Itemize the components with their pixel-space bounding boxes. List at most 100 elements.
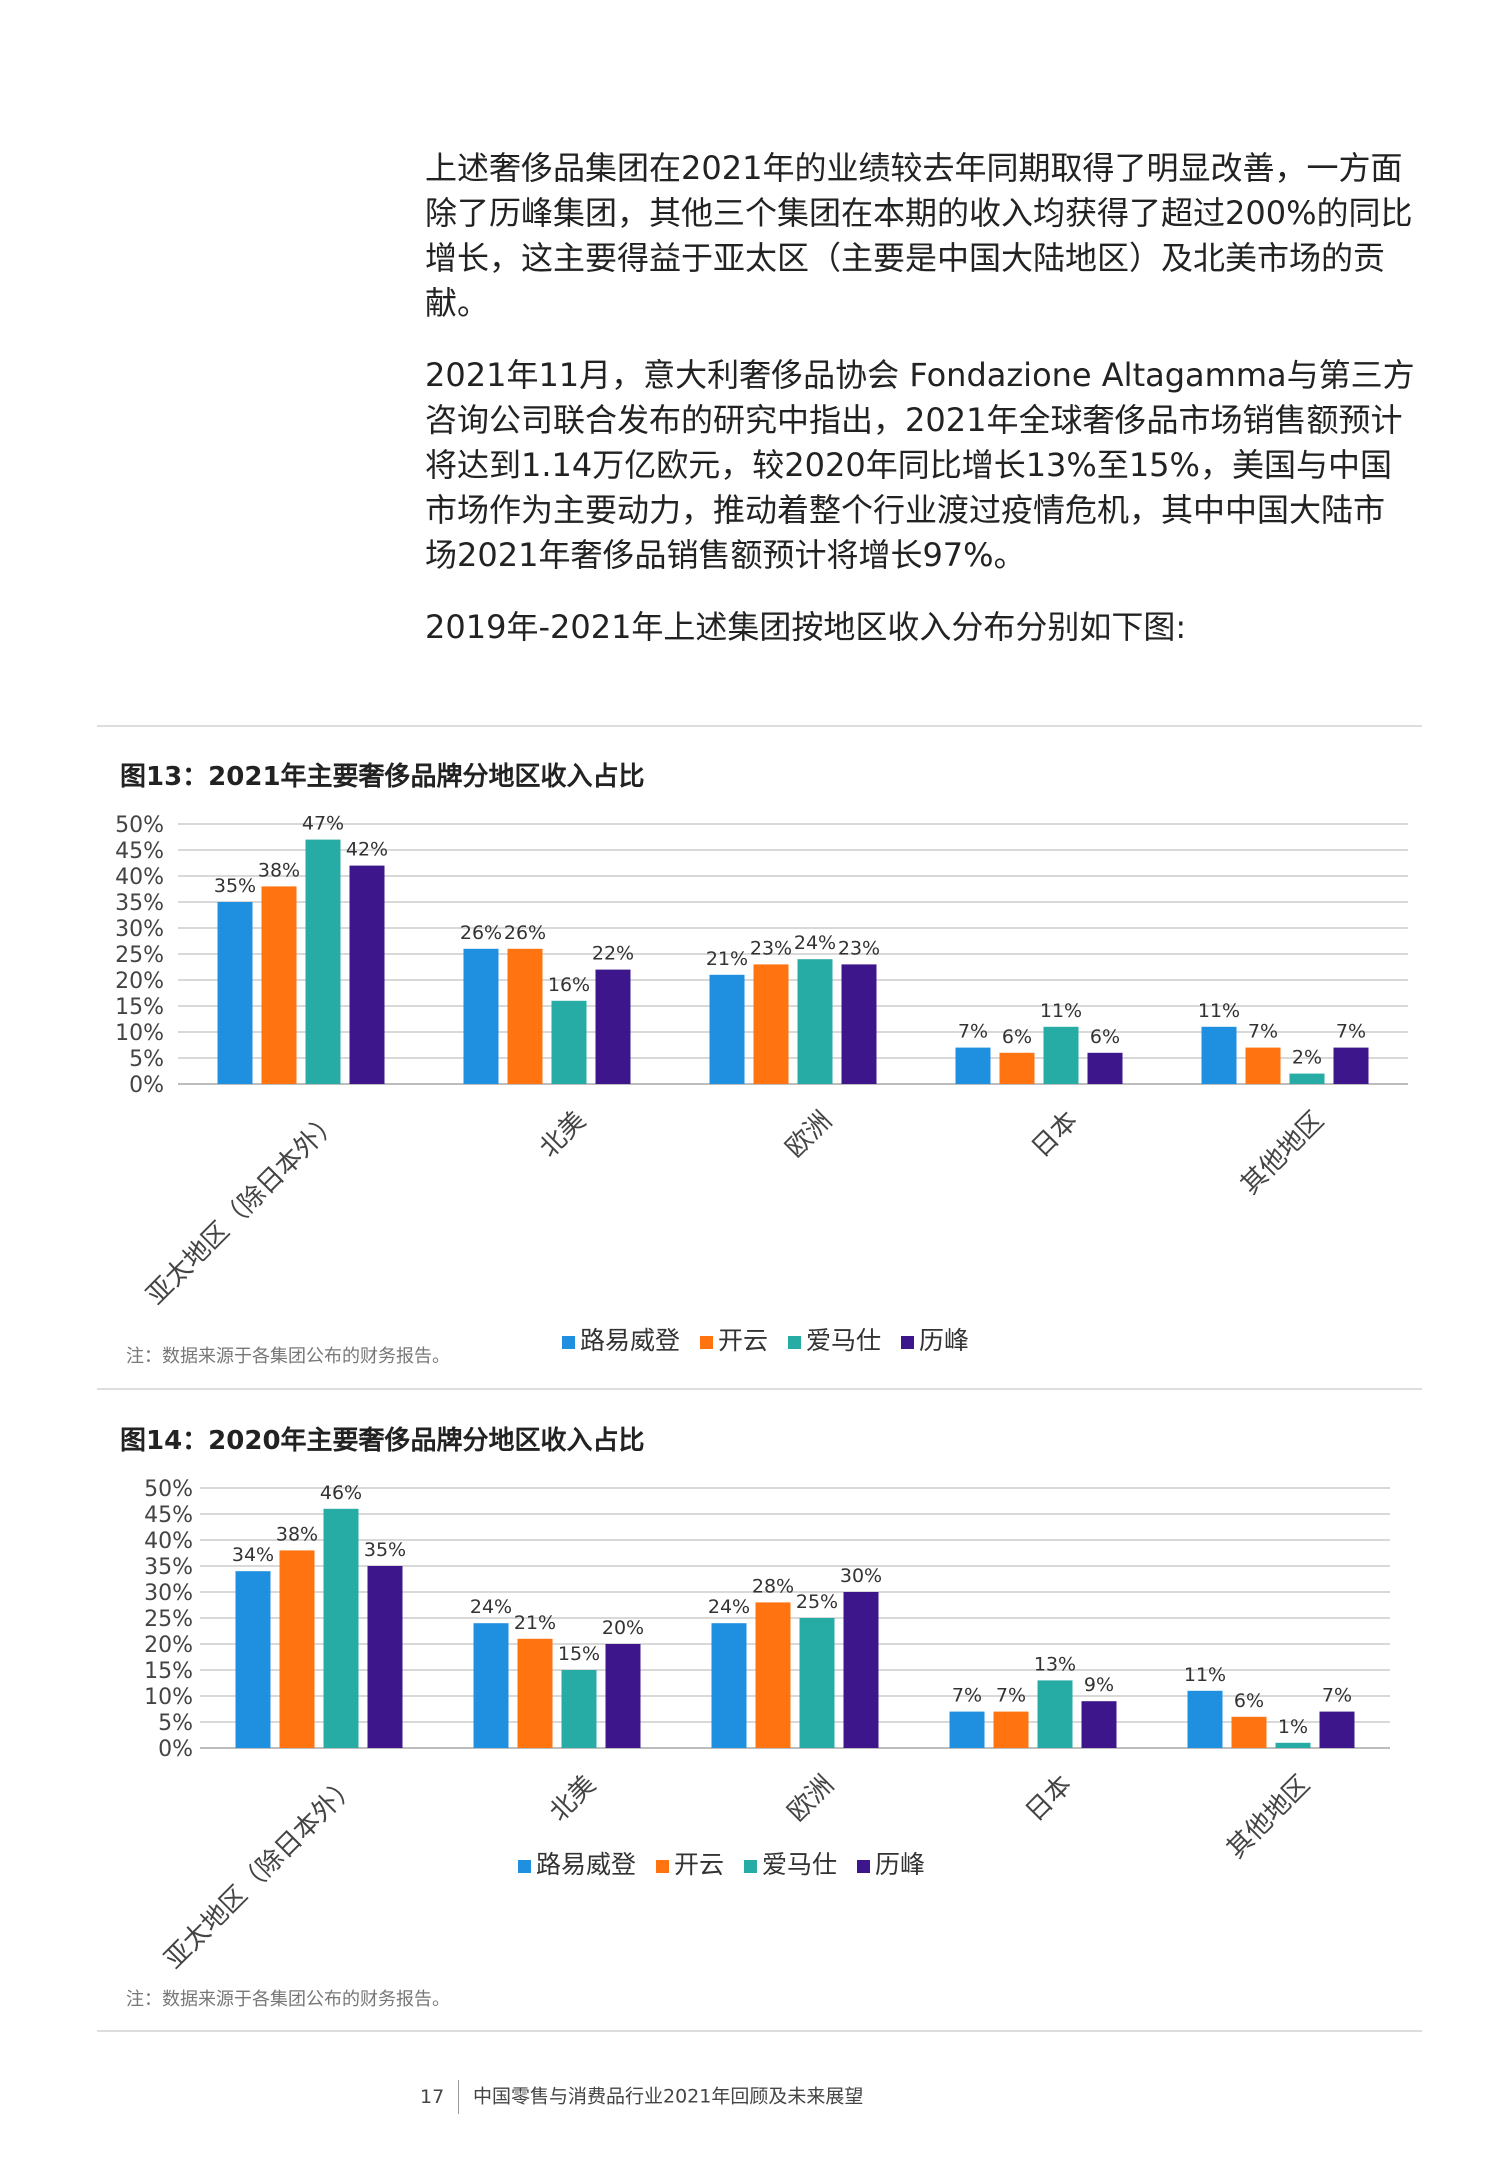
bar (1319, 1711, 1355, 1748)
legend-swatch (744, 1860, 757, 1873)
figure-13-chart: 50%45%40%35%30%25%20%15%10%5%0%35%38%47%… (115, 813, 1408, 1355)
data-label: 11% (1198, 1000, 1240, 1022)
category-label: 北美 (544, 1770, 602, 1828)
legend-swatch (562, 1336, 575, 1349)
bar (279, 1550, 315, 1748)
bar (507, 948, 543, 1084)
legend-label: 路易威登 (580, 1326, 680, 1355)
data-label: 35% (214, 875, 256, 897)
bar (755, 1602, 791, 1748)
y-tick-label: 35% (144, 1555, 193, 1580)
bar (1275, 1742, 1311, 1748)
data-label: 6% (1002, 1026, 1032, 1048)
data-label: 35% (364, 1539, 406, 1561)
bar (561, 1670, 597, 1748)
y-tick-label: 20% (144, 1633, 193, 1658)
y-tick-label: 25% (115, 943, 164, 968)
bar (799, 1618, 835, 1748)
data-label: 2% (1292, 1047, 1322, 1069)
data-label: 7% (996, 1685, 1026, 1707)
data-label: 24% (470, 1596, 512, 1618)
data-label: 38% (276, 1523, 318, 1545)
data-label: 28% (752, 1575, 794, 1597)
data-label: 42% (346, 839, 388, 861)
category-label: 其他地区 (1235, 1106, 1330, 1201)
y-tick-label: 50% (144, 1477, 193, 1502)
bar (1231, 1716, 1267, 1748)
figure-14-title: 图14：2020年主要奢侈品牌分地区收入占比 (120, 1426, 645, 1456)
data-label: 1% (1278, 1716, 1308, 1738)
data-label: 21% (706, 948, 748, 970)
bar (709, 974, 745, 1084)
legend-swatch (857, 1860, 870, 1873)
bar (993, 1711, 1029, 1748)
category-label: 欧洲 (782, 1770, 840, 1828)
divider-bottom (97, 2030, 1422, 2032)
y-tick-label: 35% (115, 891, 164, 916)
page-number: 17 (420, 2085, 445, 2108)
y-tick-label: 15% (115, 995, 164, 1020)
category-label: 其他地区 (1221, 1770, 1316, 1865)
bar (473, 1623, 509, 1748)
bar (841, 964, 877, 1084)
legend-label: 爱马仕 (806, 1326, 881, 1355)
data-label: 9% (1084, 1674, 1114, 1696)
data-label: 34% (232, 1544, 274, 1566)
bar (955, 1047, 991, 1084)
data-label: 7% (952, 1685, 982, 1707)
data-label: 26% (504, 922, 546, 944)
bar (843, 1592, 879, 1748)
data-label: 20% (602, 1617, 644, 1639)
y-tick-label: 50% (115, 813, 164, 838)
footer-separator (458, 2080, 459, 2114)
bar (349, 865, 385, 1084)
bar (949, 1711, 985, 1748)
legend-label: 爱马仕 (762, 1850, 837, 1879)
y-tick-label: 30% (115, 917, 164, 942)
legend-swatch (518, 1860, 531, 1873)
bar (305, 839, 341, 1084)
data-label: 38% (258, 859, 300, 881)
legend-swatch (700, 1336, 713, 1349)
bar (1087, 1052, 1123, 1084)
intro-paragraph-1: 上述奢侈品集团在2021年的业绩较去年同期取得了明显改善，一方面除了历峰集团，其… (425, 149, 1413, 322)
category-label: 日本 (1020, 1770, 1078, 1828)
category-label: 欧洲 (780, 1106, 838, 1164)
data-label: 6% (1090, 1026, 1120, 1048)
y-tick-label: 40% (144, 1529, 193, 1554)
intro-paragraph-2: 2021年11月，意大利奢侈品协会 Fondazione Altagamma与第… (425, 356, 1415, 574)
legend-swatch (901, 1336, 914, 1349)
legend-label: 历峰 (919, 1326, 969, 1355)
y-tick-label: 25% (144, 1607, 193, 1632)
data-label: 11% (1184, 1664, 1226, 1686)
bar (1333, 1047, 1369, 1084)
bar (1245, 1047, 1281, 1084)
figure-13-note: 注：数据来源于各集团公布的财务报告。 (126, 1346, 450, 1367)
figure-14-note: 注：数据来源于各集团公布的财务报告。 (126, 1989, 450, 2010)
data-label: 47% (302, 813, 344, 835)
y-tick-label: 30% (144, 1581, 193, 1606)
bar (711, 1623, 747, 1748)
data-label: 23% (750, 937, 792, 959)
legend-label: 开云 (718, 1326, 768, 1355)
data-label: 13% (1034, 1653, 1076, 1675)
legend-swatch (788, 1336, 801, 1349)
page-footer: 17 中国零售与消费品行业2021年回顾及未来展望 (420, 2080, 863, 2114)
bar (323, 1508, 359, 1748)
legend-label: 开云 (674, 1850, 724, 1879)
data-label: 25% (796, 1591, 838, 1613)
data-label: 22% (592, 943, 634, 965)
y-tick-label: 10% (144, 1685, 193, 1710)
bar (1081, 1701, 1117, 1748)
intro-text: 上述奢侈品集团在2021年的业绩较去年同期取得了明显改善，一方面除了历峰集团，其… (425, 146, 1415, 677)
bar (1201, 1026, 1237, 1084)
y-tick-label: 10% (115, 1021, 164, 1046)
legend-swatch (656, 1860, 669, 1873)
bar (605, 1644, 641, 1748)
bar (595, 969, 631, 1084)
bar (1187, 1690, 1223, 1748)
data-label: 23% (838, 937, 880, 959)
data-label: 24% (708, 1596, 750, 1618)
data-label: 6% (1234, 1690, 1264, 1712)
data-label: 7% (1322, 1685, 1352, 1707)
